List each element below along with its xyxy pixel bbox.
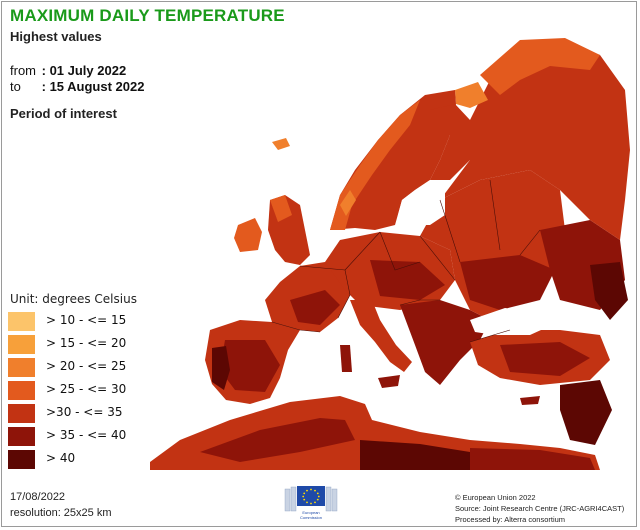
legend-swatch — [8, 312, 35, 331]
legend-unit: Unit: degrees Celsius — [10, 292, 137, 306]
balkans-region — [400, 300, 490, 385]
period-from: from : 01 July 2022 — [10, 63, 126, 78]
legend-label: >30 - <= 35 — [46, 405, 123, 419]
uk-scotland-warm — [270, 195, 292, 222]
libya-very-hot — [360, 440, 470, 470]
black-sea — [470, 308, 552, 335]
italy-region — [350, 300, 412, 372]
period-of-interest-label: Period of interest — [10, 106, 117, 121]
cyprus — [520, 396, 540, 405]
legend-item: > 25 - <= 30 — [8, 380, 173, 400]
legend-label: > 40 — [46, 451, 76, 465]
copyright-text: © European Union 2022 — [455, 493, 536, 502]
levant-very-hot — [560, 380, 612, 445]
egypt-hot — [470, 448, 595, 470]
norway-mild — [340, 190, 356, 216]
north-africa-hot — [200, 418, 355, 462]
from-value: : 01 July 2022 — [41, 63, 127, 78]
russia-region — [440, 40, 630, 240]
processed-by-text: Processed by: Alterra consortium — [455, 515, 566, 524]
portugal-very-hot — [212, 346, 230, 390]
country-borders — [271, 179, 541, 343]
legend-item: >30 - <= 35 — [8, 403, 173, 423]
legend-label: > 15 - <= 20 — [46, 336, 127, 350]
legend-item: > 10 - <= 15 — [8, 311, 173, 331]
iceland — [272, 138, 290, 150]
logo-text-commission: Commission — [300, 515, 322, 520]
russia-north-warm — [480, 38, 600, 95]
legend-label: > 35 - <= 40 — [46, 428, 127, 442]
baltic-sea — [398, 180, 445, 225]
to-value: : 15 August 2022 — [41, 79, 145, 94]
ireland — [234, 218, 262, 252]
legend-swatch — [8, 381, 35, 400]
legend-item: > 40 — [8, 449, 173, 469]
kola-mild — [455, 82, 488, 108]
legend-swatch — [8, 404, 35, 423]
france-hot — [290, 290, 340, 325]
sardinia — [340, 345, 352, 372]
iberia-hot — [220, 340, 280, 392]
to-label: to — [10, 79, 21, 94]
legend-swatch — [8, 450, 35, 469]
european-commission-logo: European Commission — [282, 483, 340, 523]
from-label: from — [10, 63, 36, 78]
ukraine-hot — [460, 255, 555, 310]
source-text: Source: Joint Research Centre (JRC-AGRI4… — [455, 504, 625, 513]
legend-item: > 20 - <= 25 — [8, 357, 173, 377]
scandinavia-region — [330, 90, 456, 230]
legend-swatch — [8, 427, 35, 446]
legend-swatch — [8, 358, 35, 377]
legend-item: > 35 - <= 40 — [8, 426, 173, 446]
central-europe-hot — [370, 260, 445, 300]
legend-label: > 25 - <= 30 — [46, 382, 127, 396]
resolution: resolution: 25x25 km — [10, 507, 112, 519]
caspian-very-hot — [590, 262, 628, 320]
credits: © European Union 2022 Source: Joint Rese… — [455, 492, 637, 525]
legend-label: > 20 - <= 25 — [46, 359, 127, 373]
legend-item: > 15 - <= 20 — [8, 334, 173, 354]
map-title: MAXIMUM DAILY TEMPERATURE — [10, 6, 285, 25]
finland-region — [430, 104, 470, 180]
issue-date: 17/08/2022 — [10, 491, 66, 503]
period-to: to : 15 August 2022 — [10, 79, 144, 94]
sicily — [378, 375, 400, 388]
legend-label: > 10 - <= 15 — [46, 313, 127, 327]
map-subtitle: Highest values — [10, 29, 102, 44]
turkey-hot — [500, 342, 590, 376]
logo-text-european: European — [302, 510, 319, 515]
legend-swatch — [8, 335, 35, 354]
